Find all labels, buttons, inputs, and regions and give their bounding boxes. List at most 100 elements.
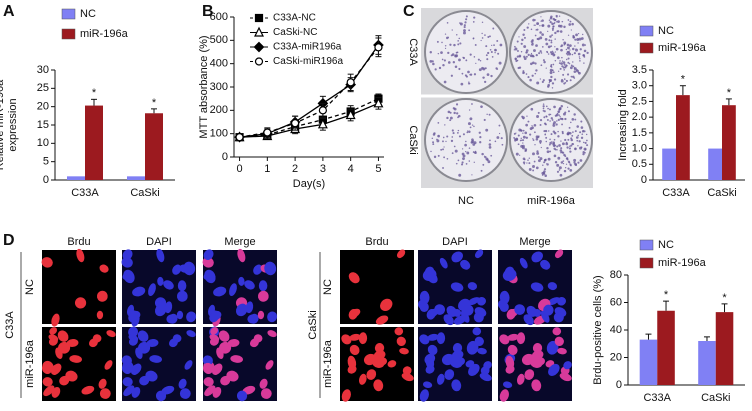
nucleus [419,302,429,313]
nucleus [202,355,213,366]
marker [374,43,383,52]
colony [522,117,525,120]
nucleus [483,361,492,370]
colony [563,63,566,66]
colony [444,33,447,35]
colony [582,141,585,144]
nucleus [172,264,182,275]
micrograph-row-label: NC [24,279,36,295]
colony [522,142,524,144]
colony [446,135,449,138]
colony [464,21,467,24]
colony [442,140,444,143]
legend-marker [254,57,264,66]
colony [464,143,467,147]
colony [555,123,558,126]
colony [558,114,561,116]
colony [559,30,563,33]
colony [513,137,515,139]
colony [559,117,562,120]
nucleus [257,290,269,302]
colony [519,129,523,132]
y-tick-label: 30 [37,64,49,76]
nucleus [451,251,463,263]
colony [550,41,553,44]
colony [481,37,484,39]
colony [456,33,458,36]
marker [291,119,300,128]
micrograph-column-label: DAPI [442,236,468,248]
significance-mark: * [152,97,157,109]
colony [453,43,456,47]
nucleus [499,302,509,313]
nucleus [477,347,487,355]
colony [522,161,526,164]
colony [489,139,491,142]
y-tick-label: 500 [210,34,228,46]
dish-row-label: CaSki [407,125,419,154]
colony [571,143,575,146]
colony [480,169,483,172]
colony [534,24,536,26]
colony [561,142,565,146]
marker [373,97,384,108]
nucleus [540,310,550,323]
colony [529,54,533,58]
colony [556,16,558,18]
colony [571,22,574,26]
colony [469,53,472,56]
colony [576,37,580,41]
colony [522,135,526,139]
y-tick-label: 20 [37,101,49,113]
colony [543,168,547,171]
colony [568,147,572,150]
colony [532,18,536,22]
nucleus [244,280,255,290]
colony [561,118,564,120]
micrograph-row-label: miR-196a [24,339,36,388]
colony [539,140,542,143]
colony [550,133,553,136]
significance-mark: * [92,87,97,99]
colony [576,139,579,142]
nucleus [532,342,543,353]
nucleus [212,386,222,398]
colony [547,53,550,55]
colony [561,56,563,59]
colony [451,152,454,155]
y-tick-label: 3.0 [632,80,647,92]
colony [584,44,587,46]
colony [449,43,452,46]
colony [487,160,491,164]
colony [493,44,495,47]
colony [469,117,473,121]
nucleus [533,308,542,317]
colony [566,43,570,47]
colony [473,73,477,76]
nucleus [204,269,216,284]
nucleus [213,286,227,297]
colony [460,82,464,86]
legend-swatch [639,25,654,37]
micrograph-cell-line: C33A [4,311,16,339]
colony [473,125,475,128]
colony [528,157,531,159]
y-axis-label: Relative miR-196a [0,79,6,170]
colony [573,158,577,162]
colony [544,174,547,177]
colony [458,173,462,177]
colony [475,62,477,64]
colony [551,34,554,37]
marker [345,109,356,120]
colony [447,110,451,114]
colony [572,61,574,63]
colony [561,132,564,135]
colony [574,147,577,150]
nucleus [106,330,116,338]
colony [488,146,492,149]
legend-label: NC [80,8,96,20]
colony [521,115,524,118]
colony [468,130,471,134]
colony [565,79,569,83]
nucleus [212,363,223,375]
